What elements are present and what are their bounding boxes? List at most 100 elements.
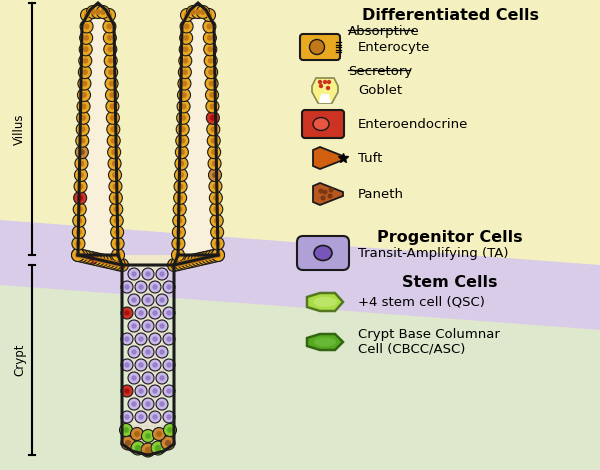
Circle shape	[181, 92, 187, 98]
Circle shape	[77, 206, 83, 212]
Circle shape	[179, 149, 185, 155]
Circle shape	[108, 69, 114, 75]
Circle shape	[121, 307, 133, 319]
Circle shape	[178, 77, 191, 90]
Ellipse shape	[313, 118, 329, 131]
Circle shape	[198, 256, 204, 262]
Circle shape	[172, 237, 185, 250]
Circle shape	[205, 66, 218, 78]
Circle shape	[160, 323, 164, 329]
Circle shape	[77, 183, 83, 189]
Circle shape	[163, 281, 175, 293]
Circle shape	[82, 251, 95, 264]
Circle shape	[208, 249, 221, 262]
Circle shape	[131, 271, 137, 277]
Circle shape	[95, 257, 101, 263]
Text: Secretory: Secretory	[348, 65, 412, 78]
Text: Tuft: Tuft	[358, 151, 382, 164]
Circle shape	[71, 249, 85, 261]
Circle shape	[215, 252, 221, 258]
Circle shape	[121, 281, 133, 293]
Circle shape	[82, 81, 88, 86]
Circle shape	[320, 196, 325, 201]
Circle shape	[103, 20, 116, 33]
Circle shape	[102, 255, 115, 268]
Circle shape	[209, 81, 214, 86]
Circle shape	[104, 66, 118, 78]
Circle shape	[207, 134, 220, 147]
Circle shape	[208, 157, 221, 170]
Circle shape	[109, 260, 115, 266]
Circle shape	[163, 423, 176, 437]
Circle shape	[166, 414, 172, 420]
Circle shape	[183, 35, 189, 41]
Circle shape	[178, 66, 191, 78]
Circle shape	[107, 146, 121, 159]
Circle shape	[182, 58, 188, 63]
Circle shape	[115, 252, 121, 258]
Circle shape	[131, 401, 137, 407]
Circle shape	[110, 115, 116, 121]
Circle shape	[103, 8, 115, 22]
Circle shape	[174, 180, 187, 193]
Circle shape	[156, 320, 168, 332]
Circle shape	[142, 346, 154, 358]
Circle shape	[123, 427, 129, 433]
Circle shape	[134, 431, 140, 437]
Circle shape	[180, 20, 193, 33]
Circle shape	[177, 195, 183, 201]
Circle shape	[142, 320, 154, 332]
Circle shape	[109, 180, 122, 193]
Circle shape	[74, 180, 87, 193]
Circle shape	[198, 251, 211, 265]
Circle shape	[152, 428, 166, 440]
Circle shape	[160, 401, 164, 407]
Text: Crypt: Crypt	[13, 344, 26, 376]
Polygon shape	[312, 78, 338, 103]
Circle shape	[106, 259, 112, 265]
Circle shape	[213, 195, 219, 201]
Circle shape	[128, 320, 140, 332]
Circle shape	[181, 255, 194, 268]
Polygon shape	[0, 220, 600, 330]
Circle shape	[110, 203, 123, 216]
Circle shape	[79, 138, 85, 144]
Circle shape	[187, 6, 199, 18]
Circle shape	[121, 411, 133, 423]
Text: +4 stem cell (QSC): +4 stem cell (QSC)	[358, 296, 485, 308]
Circle shape	[171, 262, 177, 268]
Circle shape	[98, 255, 112, 267]
Circle shape	[128, 372, 140, 384]
Circle shape	[214, 229, 220, 235]
Circle shape	[73, 214, 86, 227]
Circle shape	[142, 398, 154, 410]
Circle shape	[166, 362, 172, 368]
Text: Transit-Amplifying (TA): Transit-Amplifying (TA)	[358, 246, 509, 259]
Circle shape	[128, 398, 140, 410]
Circle shape	[191, 6, 205, 18]
Circle shape	[205, 88, 218, 102]
Circle shape	[104, 54, 117, 67]
Circle shape	[208, 58, 214, 63]
Circle shape	[106, 111, 119, 125]
Circle shape	[108, 157, 121, 170]
Circle shape	[208, 47, 213, 52]
Circle shape	[112, 172, 118, 178]
Circle shape	[105, 77, 118, 90]
Text: Absorptive: Absorptive	[348, 25, 420, 38]
Circle shape	[124, 388, 130, 394]
Circle shape	[152, 337, 158, 342]
Circle shape	[210, 214, 223, 227]
Circle shape	[319, 84, 323, 88]
Circle shape	[167, 427, 173, 433]
Circle shape	[209, 92, 215, 98]
Circle shape	[214, 218, 220, 224]
Circle shape	[79, 66, 91, 78]
Circle shape	[139, 362, 144, 368]
Circle shape	[176, 111, 190, 125]
Circle shape	[212, 172, 218, 178]
Text: Villus: Villus	[13, 113, 26, 145]
Circle shape	[92, 256, 98, 262]
Circle shape	[131, 441, 145, 455]
Polygon shape	[112, 255, 184, 265]
